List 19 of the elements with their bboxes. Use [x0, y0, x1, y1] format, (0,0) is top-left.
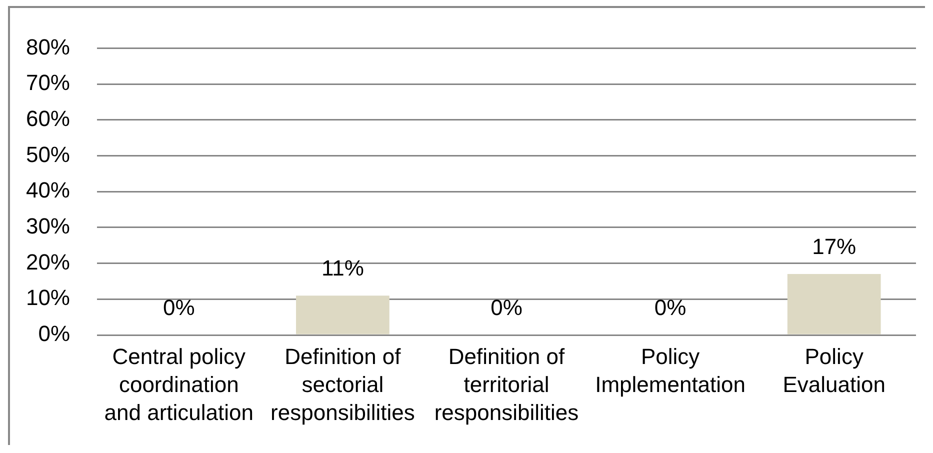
x-tick-label: Policy Evaluation: [782, 344, 886, 398]
x-tick-label: Definition of sectorial responsibilities: [270, 344, 415, 426]
y-tick-label: 0%: [38, 321, 70, 346]
y-tick-label: 10%: [26, 285, 70, 310]
y-tick-label: 70%: [26, 70, 70, 96]
y-tick-label: 80%: [26, 34, 70, 60]
y-tick-label: 50%: [26, 142, 70, 167]
y-tick-label: 40%: [26, 178, 70, 203]
y-tick-label: 20%: [26, 249, 70, 274]
y-tick-label: 30%: [26, 214, 70, 239]
data-label: 11%: [321, 256, 364, 281]
data-label: 17%: [812, 234, 856, 260]
x-tick-label: Definition of territorial responsibilities: [434, 344, 579, 426]
data-label: 0%: [163, 295, 195, 320]
y-tick-label: 60%: [26, 106, 70, 131]
x-tick-label: Policy Implementation: [595, 344, 746, 398]
data-label: 0%: [490, 295, 522, 320]
data-label: 0%: [654, 295, 686, 320]
x-tick-label: Central policy coordination and articulation: [104, 344, 254, 426]
